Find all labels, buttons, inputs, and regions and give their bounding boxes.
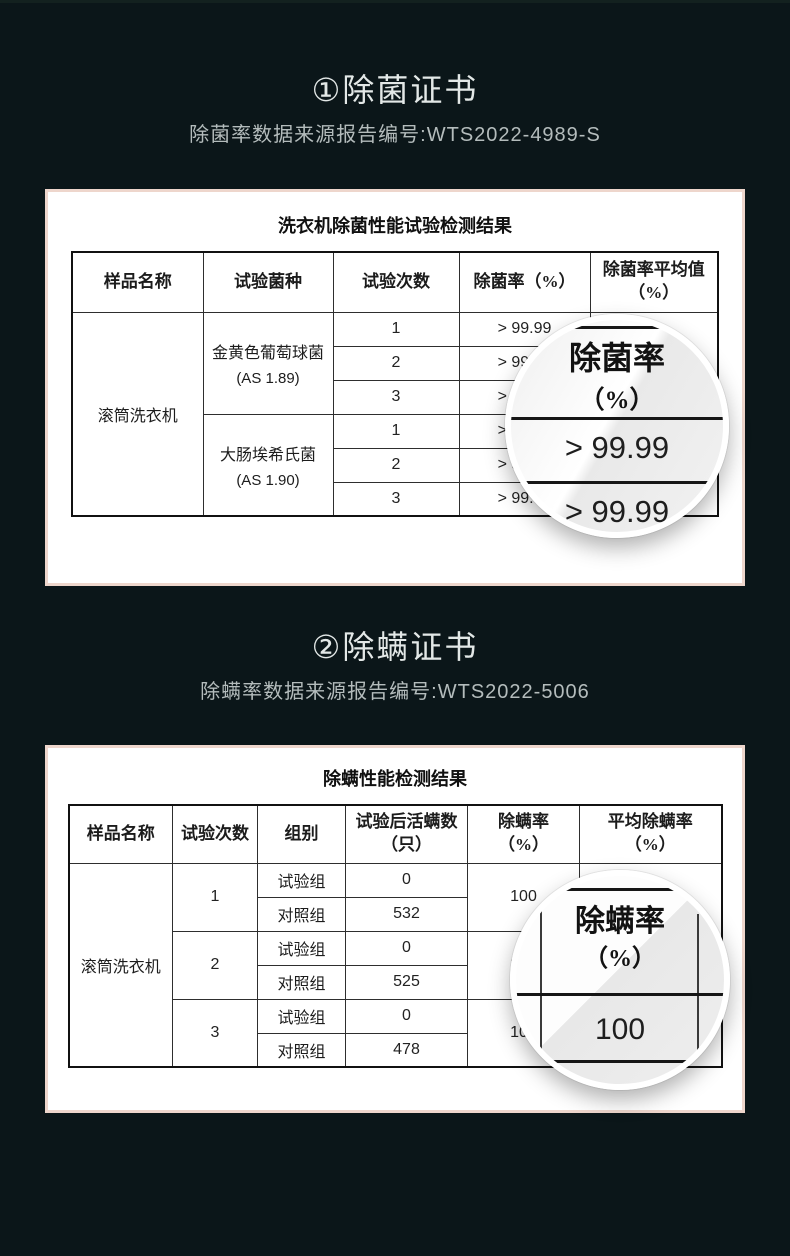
cell-mite-count: 532 [345,896,468,932]
cell-strain-1: 金黄色葡萄球菌 (AS 1.89) [202,311,334,415]
table-row: 对照组 478 [69,1032,722,1068]
loupe-grid-line [697,914,699,1058]
loupe-unit: （%） [584,946,656,972]
loupe-value: > 99.99 [564,494,670,529]
header-mite-rate: 除螨率 （%） [467,804,580,864]
header-kill-rate-avg-line2: （%） [628,283,680,303]
cell-trial-no: 2 [332,345,460,381]
loupe-grid-line [566,326,668,329]
loupe-grid-line [540,886,542,1072]
cert2-subtitle: 除螨率数据来源报告编号:WTS2022-5006 [200,681,590,703]
cell-group-label: 对照组 [257,1032,346,1068]
header-trial-count: 试验次数 [332,251,460,313]
strain-code: (AS 1.90) [236,471,300,489]
loupe-header: 除菌率 [568,340,665,376]
cell-trial-no: 3 [332,481,460,517]
top-edge-highlight [0,0,790,3]
header-sample-name: 样品名称 [71,251,204,313]
cell-group-label: 试验组 [257,862,346,898]
cert1-table-header-row: 样品名称 试验菌种 试验次数 除菌率（%） 除菌率平均值 （%） [71,251,719,313]
loupe-value: > 99.99 [564,430,670,465]
cert2-table-title: 除螨性能检测结果 [323,769,467,789]
header-live-mite-count-line1: 试验后活螨数 [355,812,458,832]
header-trial-count: 试验次数 [172,804,258,864]
header-sample-name: 样品名称 [68,804,173,864]
strain-name: 金黄色葡萄球菌 [211,345,324,362]
cert2-table-header-row: 样品名称 试验次数 组别 试验后活螨数 （只） 除螨率 （%） 平均除螨率 （%… [68,804,722,864]
cert2-table: 样品名称 试验次数 组别 试验后活螨数 （只） 除螨率 （%） 平均除螨率 （%… [67,804,723,1068]
cell-sample-name: 滚筒洗衣机 [71,311,204,517]
header-kill-rate: 除菌率（%） [458,251,591,313]
cell-group-label: 对照组 [257,964,346,1000]
cell-trial-no: 2 [332,447,460,483]
loupe-grid-line [534,1060,706,1063]
loupe-unit: （%） [579,387,655,414]
cert2-card: 除螨性能检测结果 样品名称 试验次数 组别 试验后活螨数 （只） 除螨率 （%） [45,745,745,1113]
cell-group-label: 试验组 [257,998,346,1034]
header-live-mite-count-line2: （只） [381,835,432,855]
header-mite-rate-line2: （%） [498,835,549,855]
cert1-title: ①除菌证书 [311,72,479,108]
cert1-magnifier-loupe: 除菌率 （%） > 99.99 > 99.99 [505,314,729,538]
cell-mite-count: 478 [345,1032,468,1068]
cell-strain-2: 大肠埃希氏菌 (AS 1.90) [202,413,334,517]
cert2-magnifier-loupe: 除螨率 （%） 100 [510,870,730,1090]
header-strain: 试验菌种 [202,251,334,313]
cert1-section: ①除菌证书 除菌率数据来源报告编号:WTS2022-4989-S 洗衣机除菌性能… [0,71,790,586]
cell-trial-no: 3 [172,998,258,1068]
cell-group-label: 对照组 [257,896,346,932]
cert1-table-title: 洗衣机除菌性能试验检测结果 [278,216,512,236]
cert1-card: 洗衣机除菌性能试验检测结果 样品名称 试验菌种 试验次数 除菌率（%） 除菌率平… [45,189,745,586]
cell-trial-no: 2 [172,930,258,1000]
cell-sample-name: 滚筒洗衣机 [68,862,173,1068]
header-mite-rate-avg-line1: 平均除螨率 [607,812,693,832]
loupe-value: 100 [594,1013,646,1046]
table-row: 对照组 525 [69,964,722,1000]
header-mite-rate-line1: 除螨率 [498,812,549,832]
cert2-title: ②除螨证书 [311,629,479,665]
header-kill-rate-avg-line1: 除菌率平均值 [602,260,705,280]
header-mite-rate-avg-line2: （%） [624,835,676,855]
loupe-grid-line [511,481,723,484]
loupe-header: 除螨率 [575,905,665,938]
cell-trial-no: 1 [172,862,258,932]
strain-code: (AS 1.89) [236,370,300,387]
cell-mite-count: 0 [345,998,468,1034]
cell-mite-count: 0 [345,930,468,966]
cell-trial-no: 1 [332,413,460,449]
header-live-mite-count: 试验后活螨数 （只） [345,804,468,864]
cert1-subtitle: 除菌率数据来源报告编号:WTS2022-4989-S [189,124,601,146]
loupe-grid-line [511,417,723,420]
cert2-section: ②除螨证书 除螨率数据来源报告编号:WTS2022-5006 除螨性能检测结果 … [0,628,790,1113]
header-group: 组别 [257,804,346,864]
cell-mite-count: 525 [345,964,468,1000]
header-mite-rate-avg: 平均除螨率 （%） [579,804,722,864]
cell-group-label: 试验组 [257,930,346,966]
header-kill-rate-avg: 除菌率平均值 （%） [589,251,719,313]
table-row: 对照组 532 [69,896,722,932]
loupe-grid-line [516,993,724,996]
cell-trial-no: 1 [332,311,460,347]
cell-mite-count: 0 [345,862,468,898]
loupe-grid-line [557,888,677,891]
cell-trial-no: 3 [332,379,460,415]
strain-name: 大肠埃希氏菌 [219,446,316,464]
